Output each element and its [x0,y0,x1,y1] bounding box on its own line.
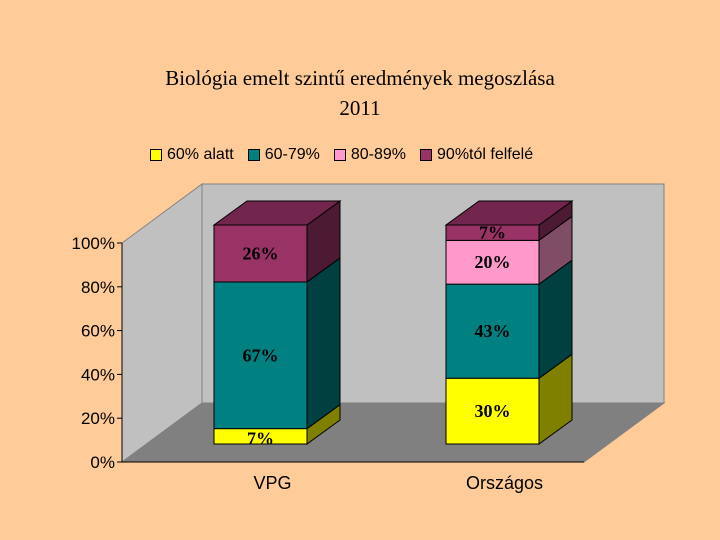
y-tick-label: 60% [81,322,115,341]
legend-swatch [420,149,433,161]
x-category-label: VPG [253,473,291,493]
legend-swatch [247,149,260,161]
data-label: 26% [243,243,279,263]
y-tick-label: 80% [81,278,115,297]
data-label: 20% [475,252,511,272]
legend-label: 80-89% [350,146,407,163]
data-label: 67% [243,345,279,365]
y-tick-label: 0% [90,453,115,472]
legend-item-60-alatt: 60% alatt [150,146,234,164]
legend-swatch [333,149,346,161]
legend-swatch [150,149,162,161]
legend-item-80-89: 80-89% [333,146,407,164]
y-tick-label: 20% [81,409,115,428]
chart-legend: 60% alatt 60-79% 80-89% 90%tól felfelé [150,145,533,165]
legend-item-90-felett: 90%tól felfelé [420,146,533,164]
y-tick-label: 100% [72,234,115,253]
legend-label: 60-79% [264,146,320,163]
bar-segment-side [306,256,341,430]
chart-subtitle-year: 2011 [339,96,381,120]
data-label: 30% [475,401,511,421]
data-label: 7% [247,428,274,448]
data-label: 7% [479,223,506,243]
bar-top-face [444,200,574,226]
floor [120,402,666,463]
data-label: 43% [475,321,511,341]
legend-label: 90%tól felfelé [437,146,534,163]
chart-title: Biológia emelt szintű eredmények megoszl… [165,66,555,90]
bar-top-face [212,200,342,226]
legend-label: 60% alatt [167,146,234,163]
y-tick-label: 40% [81,365,115,384]
x-category-label: Országos [466,473,543,493]
legend-item-60-79: 60-79% [247,146,320,164]
